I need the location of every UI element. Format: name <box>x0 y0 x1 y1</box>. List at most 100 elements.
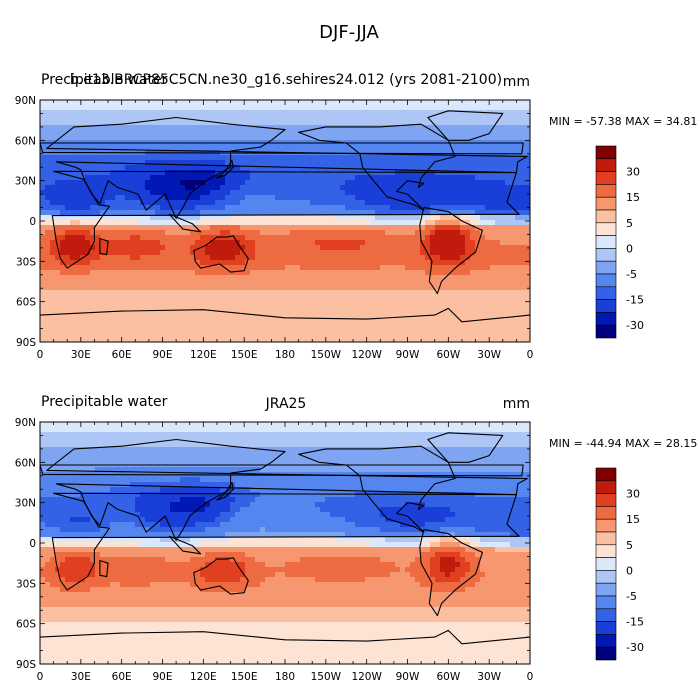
colorbar-tick-label: -15 <box>626 616 644 629</box>
coastline <box>40 629 530 645</box>
x-tick-label: 120E <box>190 349 217 361</box>
x-tick-label: 30W <box>477 349 501 361</box>
colorbar-tick-label: 5 <box>626 217 633 230</box>
x-tick-label: 150E <box>231 349 258 361</box>
x-tick-label: 0 <box>527 671 534 683</box>
x-tick-label: 120E <box>190 671 217 683</box>
colorbar-model: 30 15 5 0 -5 -15 -30 <box>595 145 644 339</box>
colorbar-box <box>595 299 617 313</box>
colorbar-box <box>595 467 617 482</box>
x-tick-label: 60E <box>112 349 132 361</box>
x-tick-label: 90E <box>153 349 173 361</box>
coastline <box>419 529 483 617</box>
x-tick-label: 180 <box>275 349 295 361</box>
x-tick-label: 60W <box>436 671 460 683</box>
x-tick-label: 150E <box>231 671 258 683</box>
colorbar-box <box>595 209 617 224</box>
colorbar-box <box>595 145 617 160</box>
y-tick-label: 30N <box>15 498 36 510</box>
x-tick-label: 90W <box>396 671 420 683</box>
coastlines-obs <box>40 432 530 645</box>
colorbar-box <box>595 196 617 211</box>
minmax-label-obs: MIN = -44.94 MAX = 28.15 <box>549 437 697 450</box>
colorbar-tick-label: -30 <box>626 641 644 654</box>
coastline <box>40 307 530 323</box>
axis-ticks-obs: 0 30E 60E 90E 120E 150E 180 150W 120W 90W 60W 30W 09… <box>15 417 534 683</box>
x-tick-label: 0 <box>37 349 44 361</box>
coastline <box>298 445 456 533</box>
coastline <box>40 464 524 477</box>
panel-units-model: mm <box>503 74 530 90</box>
x-tick-label: 60W <box>436 349 460 361</box>
coastline <box>46 438 528 541</box>
coastline <box>193 235 249 273</box>
colorbar-box <box>595 171 617 185</box>
field-obs <box>40 422 530 664</box>
coastline <box>216 481 234 501</box>
y-tick-label: 30S <box>16 256 36 268</box>
y-tick-label: 90S <box>16 659 36 671</box>
y-tick-label: 90N <box>15 95 36 107</box>
colorbar-tick-label: 30 <box>626 166 640 179</box>
colorbar-obs: 30 15 5 0 -5 -15 -30 <box>595 467 644 661</box>
colorbar-box <box>595 222 617 236</box>
coastline <box>216 159 234 179</box>
colorbar-tick-label: 15 <box>626 191 640 204</box>
x-tick-label: 150W <box>311 671 342 683</box>
x-tick-label: 0 <box>37 671 44 683</box>
y-tick-label: 0 <box>29 216 36 228</box>
x-tick-label: 30W <box>477 671 501 683</box>
y-tick-label: 60N <box>15 457 36 469</box>
colorbar-box <box>595 506 617 520</box>
coastline <box>193 557 249 595</box>
y-tick-label: 60S <box>16 619 36 631</box>
y-tick-label: 60N <box>15 135 36 147</box>
axis-ticks-model: 0 30E 60E 90E 120E 150E 180 150W 120W 90W 60W 30W 09… <box>15 95 534 361</box>
colorbar-box <box>595 544 617 558</box>
field-model <box>40 100 530 342</box>
colorbar-tick-label: 15 <box>626 513 640 526</box>
colorbar-box <box>595 608 617 622</box>
y-tick-label: 60S <box>16 297 36 309</box>
x-tick-label: 90W <box>396 349 420 361</box>
coastline <box>46 116 528 219</box>
colorbar-box <box>595 286 617 300</box>
colorbar-box <box>595 595 617 610</box>
x-tick-label: 30E <box>71 349 91 361</box>
colorbar-box <box>595 582 617 597</box>
panel-units-obs: mm <box>503 396 530 412</box>
x-tick-label: 120W <box>351 671 382 683</box>
panel-obs: 0 30E 60E 90E 120E 150E 180 150W 120W 90W 60W 30W 09… <box>15 394 698 683</box>
colorbar-box <box>595 235 617 249</box>
coastline <box>427 110 504 141</box>
colorbar-tick-label: -15 <box>626 294 644 307</box>
coastline <box>168 535 202 555</box>
x-tick-label: 120W <box>351 349 382 361</box>
colorbar-tick-label: 0 <box>626 242 633 255</box>
panel-title-center-model: b.e13.BRCP85C5CN.ne30_g16.sehires24.012 … <box>70 72 502 88</box>
colorbar-tick-label: 30 <box>626 488 640 501</box>
colorbar-box <box>595 248 617 262</box>
y-tick-label: 90N <box>15 417 36 429</box>
x-tick-label: 60E <box>112 671 132 683</box>
colorbar-box <box>595 480 617 494</box>
colorbar-box <box>595 324 617 339</box>
y-tick-label: 30S <box>16 578 36 590</box>
coastline <box>99 559 109 578</box>
coastline <box>427 432 504 463</box>
colorbar-tick-label: 0 <box>626 564 633 577</box>
colorbar-box <box>595 260 617 275</box>
colorbar-box <box>595 557 617 571</box>
y-tick-label: 0 <box>29 538 36 550</box>
x-tick-label: 90E <box>153 671 173 683</box>
colorbar-tick-label: 5 <box>626 539 633 552</box>
figure-title: DJF-JJA <box>319 22 379 43</box>
panel-title-left-model: Precipitable water <box>41 72 168 88</box>
coastline <box>419 207 483 295</box>
colorbar-box <box>595 621 617 635</box>
colorbar-box <box>595 634 617 648</box>
y-tick-label: 90S <box>16 337 36 349</box>
colorbar-box <box>595 570 617 584</box>
colorbar-box <box>595 273 617 288</box>
